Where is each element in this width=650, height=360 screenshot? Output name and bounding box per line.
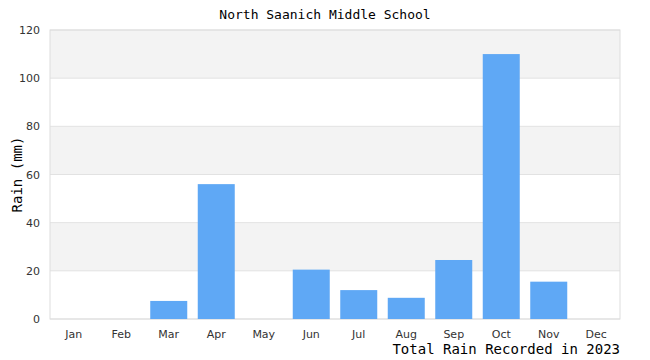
bar: [293, 270, 330, 319]
bar: [103, 319, 140, 320]
x-tick-label: Apr: [207, 328, 227, 341]
bar: [435, 260, 472, 319]
plot-background: [50, 30, 620, 319]
bar: [198, 184, 235, 319]
bar: [340, 290, 377, 319]
grid-line: [50, 270, 620, 271]
x-tick-label: Feb: [112, 328, 131, 341]
bar: [578, 319, 615, 320]
x-tick-label: May: [252, 328, 275, 341]
x-axis-label: Total Rain Recorded in 2023: [392, 341, 620, 357]
y-tick-label: 20: [26, 265, 40, 278]
x-tick-label: Aug: [396, 328, 417, 341]
y-axis-label: Rain (mm): [9, 137, 25, 213]
bar: [245, 319, 282, 320]
y-tick-label: 60: [26, 169, 40, 182]
grid-line: [50, 222, 620, 223]
grid-line: [50, 78, 620, 79]
x-tick-label: Nov: [538, 328, 560, 341]
x-tick-label: Sep: [443, 328, 464, 341]
grid-band: [50, 223, 620, 271]
grid-line: [50, 174, 620, 175]
x-tick-label: Oct: [492, 328, 512, 341]
y-tick-label: 120: [19, 24, 40, 37]
y-tick-label: 80: [26, 120, 40, 133]
bar: [55, 319, 92, 320]
x-tick-label: Mar: [158, 328, 179, 341]
y-tick-label: 100: [19, 72, 40, 85]
bar: [530, 282, 567, 319]
chart-container: 0 20 40 60 80 100 120 Jan Feb Mar Apr May Jun Jul Aug S…: [0, 0, 650, 360]
x-tick-label: Jan: [64, 328, 82, 341]
x-tick-label: Jun: [302, 328, 320, 341]
grid-band: [50, 126, 620, 174]
bars: [150, 54, 567, 319]
bar: [388, 298, 425, 319]
grid-band: [50, 30, 620, 78]
grid-line: [50, 126, 620, 127]
x-tick-label: Jul: [351, 328, 365, 341]
y-tick-label: 0: [33, 313, 40, 326]
bar: [483, 54, 520, 319]
chart-svg: 0 20 40 60 80 100 120 Jan Feb Mar Apr May Jun Jul Aug S…: [0, 0, 650, 360]
title: North Saanich Middle School: [219, 7, 430, 22]
bar: [150, 301, 187, 319]
x-tick-label: Dec: [586, 328, 607, 341]
y-tick-label: 40: [26, 217, 40, 230]
plot-frame: [50, 30, 620, 319]
